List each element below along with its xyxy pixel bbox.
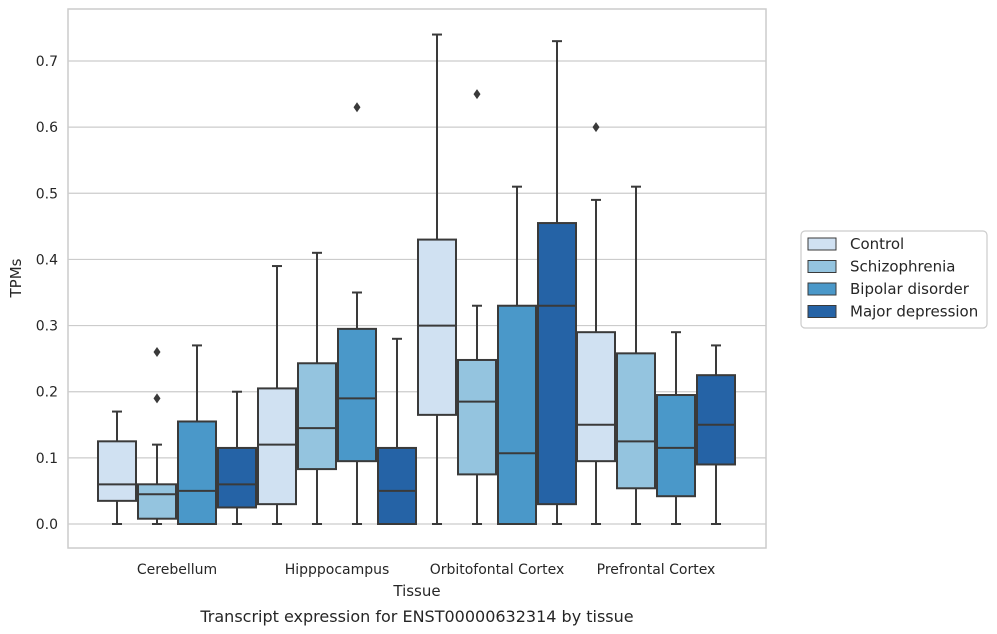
y-tick-label: 0.5 bbox=[36, 186, 58, 202]
x-axis-label: Tissue bbox=[392, 582, 440, 600]
x-tick-label: Orbitofontal Cortex bbox=[430, 562, 565, 578]
y-tick-label: 0.4 bbox=[36, 252, 58, 268]
box-group bbox=[656, 331, 696, 525]
box bbox=[696, 374, 736, 466]
box-group bbox=[177, 344, 217, 526]
box-group bbox=[696, 344, 736, 525]
box-group bbox=[257, 265, 297, 525]
box bbox=[377, 446, 417, 525]
legend-label: Bipolar disorder bbox=[850, 280, 970, 298]
box-group bbox=[616, 185, 656, 525]
box bbox=[177, 420, 217, 526]
box bbox=[537, 222, 577, 506]
box-group bbox=[97, 410, 137, 525]
figure-caption: Transcript expression for ENST0000063231… bbox=[199, 607, 633, 626]
y-tick-label: 0.3 bbox=[36, 319, 58, 335]
box bbox=[97, 440, 137, 502]
legend: Control Schizophrenia Bipolar disorder Majo… bbox=[800, 230, 988, 329]
box-group bbox=[297, 251, 337, 525]
legend-swatch bbox=[807, 260, 837, 273]
box-group bbox=[537, 40, 577, 525]
legend-swatch bbox=[807, 305, 837, 318]
box bbox=[497, 304, 537, 525]
box bbox=[337, 327, 377, 463]
box-group bbox=[457, 89, 497, 525]
legend-swatch bbox=[807, 237, 837, 251]
box bbox=[137, 483, 177, 520]
y-tick-label: 0.1 bbox=[36, 451, 58, 467]
box bbox=[616, 352, 656, 490]
box bbox=[257, 387, 297, 506]
y-tick-label: 0.6 bbox=[36, 120, 58, 136]
box-group bbox=[497, 185, 537, 525]
y-tick-label: 0.2 bbox=[36, 385, 58, 401]
box bbox=[457, 358, 497, 476]
legend-box bbox=[800, 230, 988, 329]
legend-label: Major depression bbox=[850, 303, 978, 321]
box bbox=[576, 331, 616, 463]
box-group bbox=[337, 102, 377, 525]
y-axis-label: TPMs bbox=[7, 258, 25, 298]
x-tick-label: Cerebellum bbox=[137, 562, 217, 578]
box-group bbox=[377, 337, 417, 525]
outlier-marker bbox=[153, 347, 161, 358]
box bbox=[417, 238, 457, 416]
box bbox=[656, 394, 696, 498]
outlier-marker bbox=[353, 102, 361, 113]
legend-label: Schizophrenia bbox=[850, 258, 955, 276]
box-group bbox=[137, 347, 177, 525]
x-tick-labels: Cerebellum Hipppocampus Orbitofontal Corte… bbox=[137, 562, 715, 578]
outlier-marker bbox=[153, 393, 161, 404]
legend-label: Control bbox=[850, 235, 904, 253]
plot-frame bbox=[67, 8, 767, 549]
y-tick-labels: 0.0 0.1 0.2 0.3 0.4 0.5 0.6 0.7 bbox=[36, 54, 58, 533]
box-plots bbox=[97, 33, 736, 526]
outlier-marker bbox=[592, 122, 600, 133]
box bbox=[297, 362, 337, 471]
box bbox=[217, 446, 257, 509]
box-group bbox=[217, 390, 257, 525]
box-group bbox=[576, 122, 616, 525]
plot-border bbox=[67, 8, 767, 549]
outlier-marker bbox=[473, 89, 481, 100]
y-tick-label: 0.0 bbox=[36, 517, 58, 533]
y-tick-label: 0.7 bbox=[36, 54, 58, 70]
legend-swatch bbox=[807, 282, 837, 296]
x-tick-label: Prefrontal Cortex bbox=[597, 562, 716, 578]
x-tick-label: Hipppocampus bbox=[285, 562, 390, 578]
box-group bbox=[417, 33, 457, 525]
